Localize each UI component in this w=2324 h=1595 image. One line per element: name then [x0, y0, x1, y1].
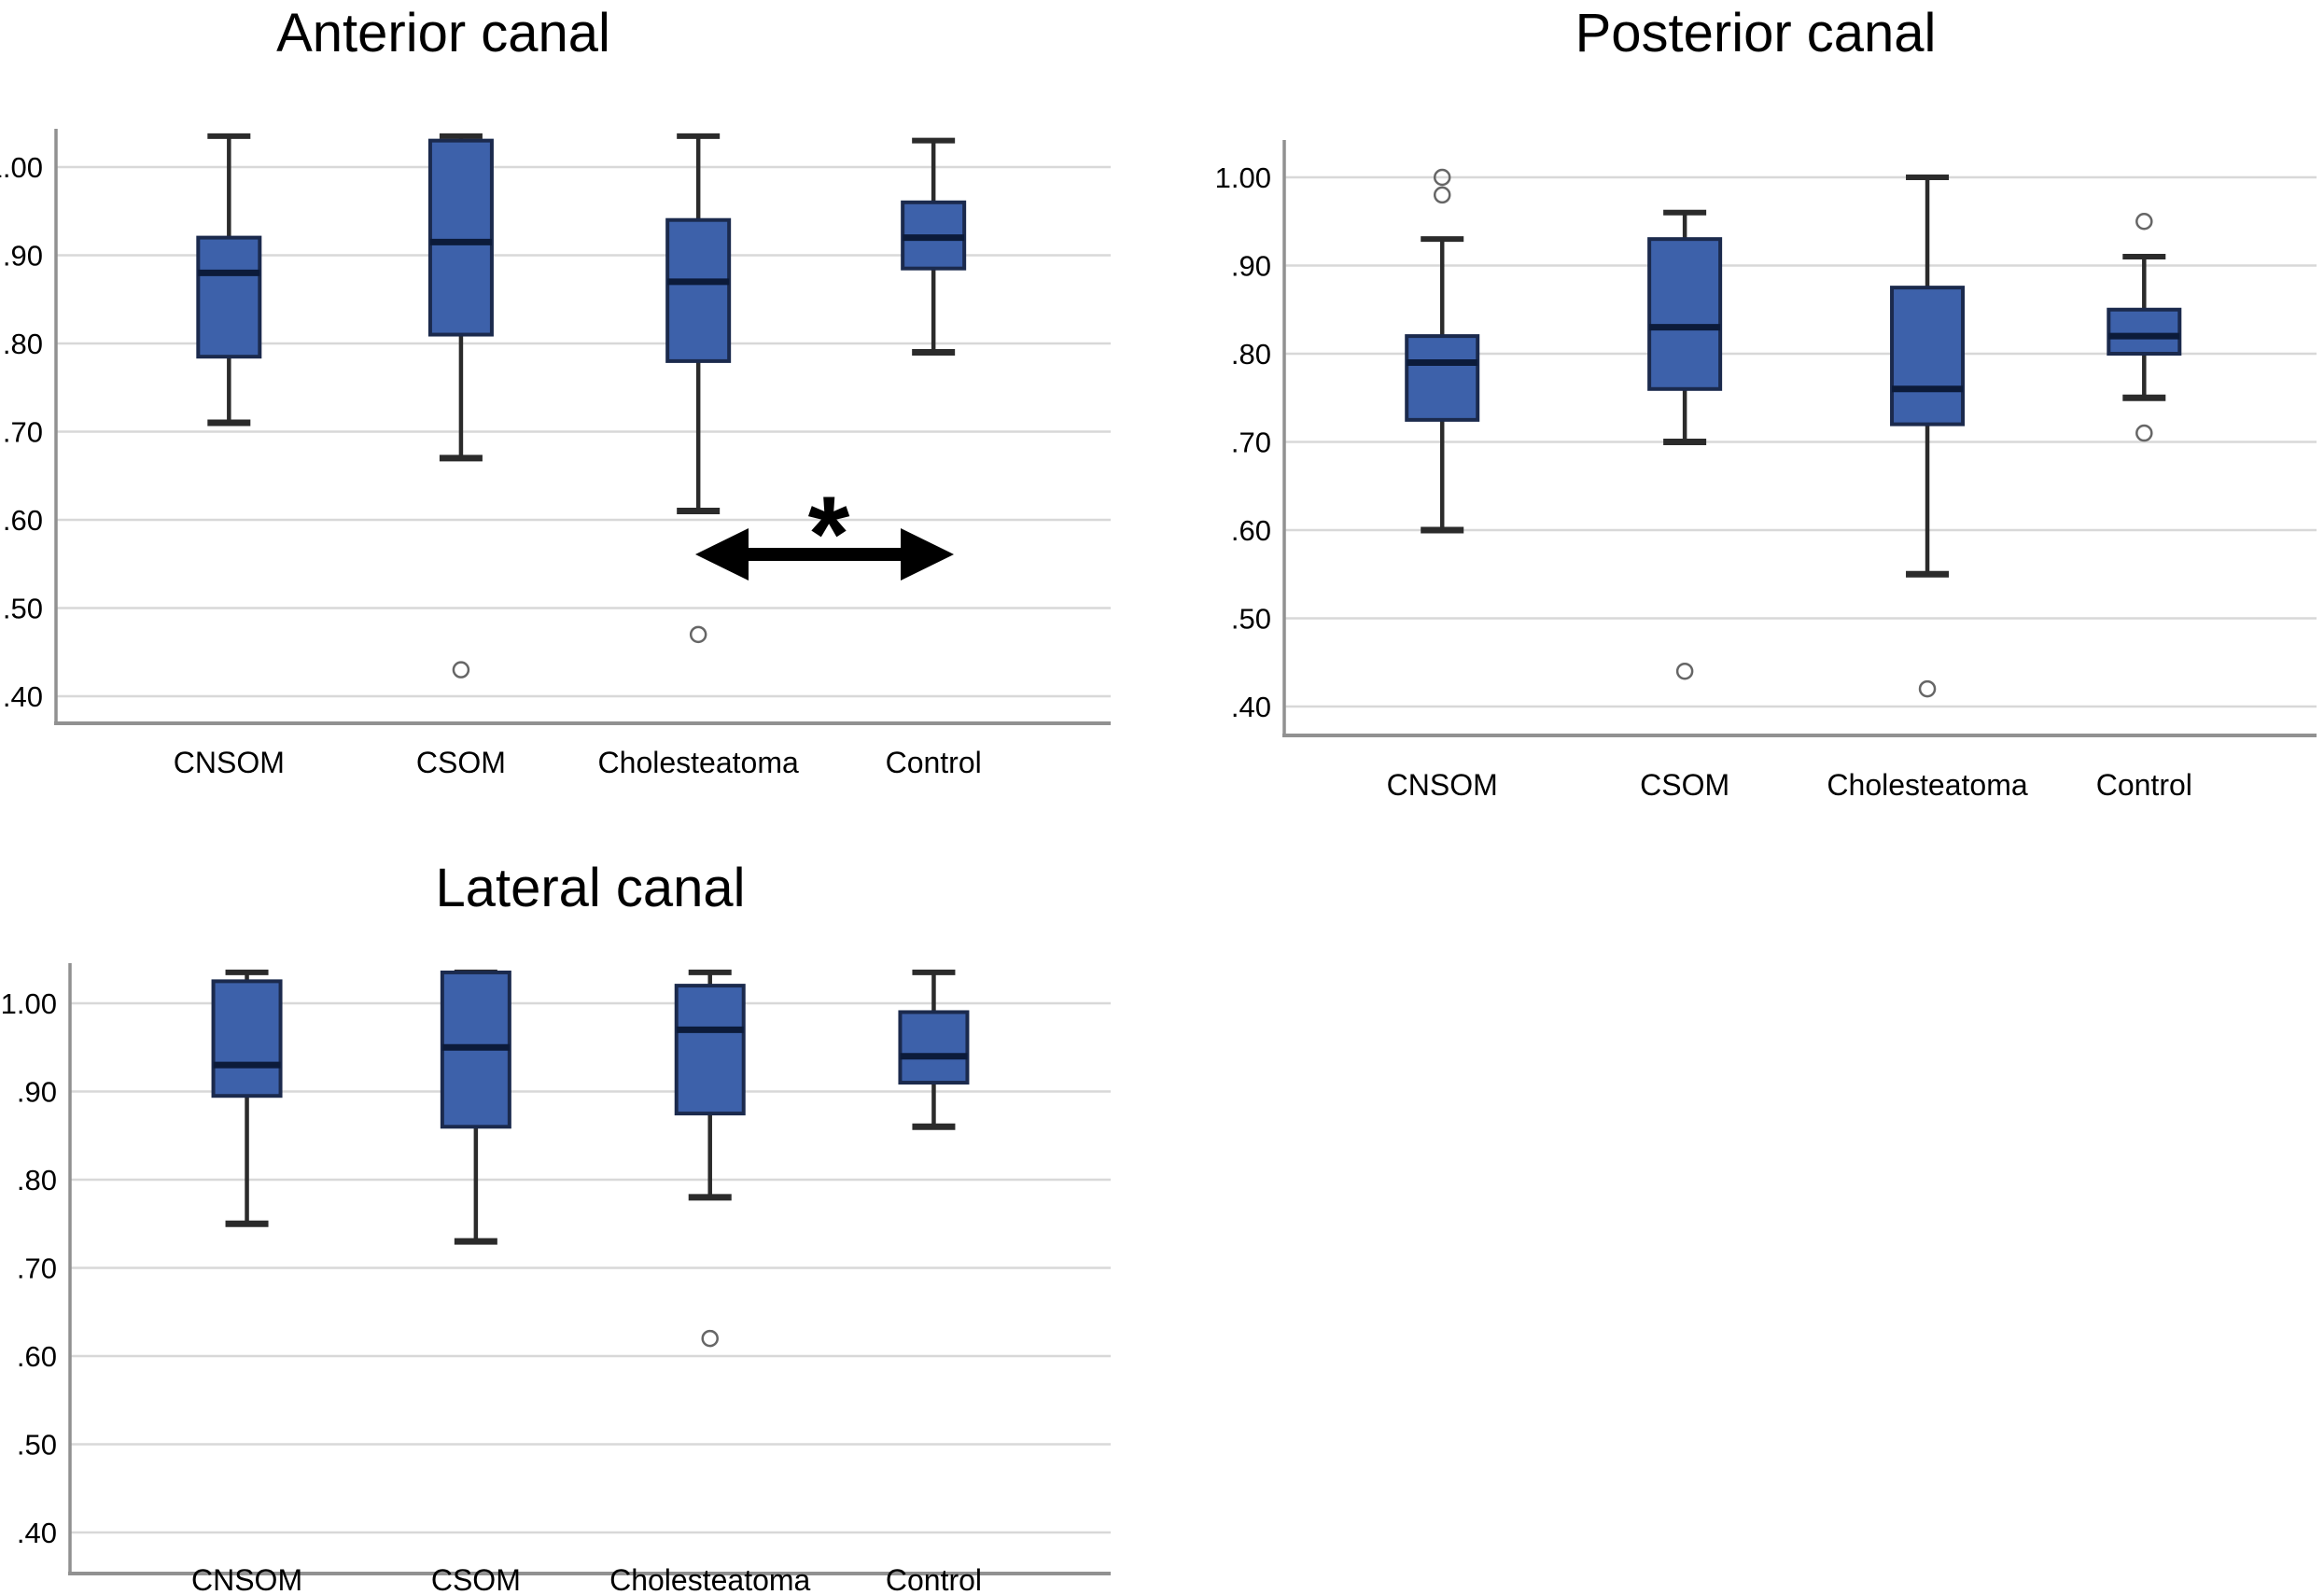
x-category-label: Control [886, 1563, 982, 1595]
outlier-point [1675, 662, 1694, 680]
iqr-box-csom [427, 138, 494, 337]
outlier-point [1433, 168, 1451, 187]
x-category-label: Cholesteatoma [609, 1563, 810, 1595]
y-tick-label: .60 [17, 1340, 57, 1373]
outlier-point [1918, 679, 1937, 698]
y-tick-label: .70 [3, 416, 43, 449]
outlier-point [2135, 213, 2153, 231]
x-category-label: CSOM [416, 746, 506, 779]
posterior-canal-title: Posterior canal [1575, 3, 1937, 63]
outlier-point [1433, 186, 1451, 204]
y-tick-label: 1.00 [1215, 161, 1271, 194]
x-category-label: Control [886, 746, 982, 779]
outlier-point [452, 661, 470, 679]
iqr-box-cholesteatoma [665, 217, 732, 363]
y-tick-label: .50 [1231, 603, 1271, 636]
x-category-label: CSOM [431, 1563, 521, 1595]
significance-asterisk: * [808, 475, 850, 595]
y-tick-label: .90 [17, 1076, 57, 1109]
y-tick-label: .70 [1231, 427, 1271, 459]
iqr-box-cholesteatoma [1890, 286, 1966, 427]
y-tick-label: .50 [3, 593, 43, 625]
iqr-box-control [2107, 307, 2182, 356]
outlier-point [2135, 424, 2153, 442]
lateral-canal-title: Lateral canal [435, 858, 746, 918]
iqr-box-cnsom [1405, 334, 1480, 422]
y-tick-label: 1.00 [0, 151, 43, 184]
x-category-label: Cholesteatoma [598, 746, 799, 779]
y-tick-label: .60 [1231, 514, 1271, 547]
y-tick-label: .60 [3, 504, 43, 537]
iqr-box-cnsom [211, 979, 283, 1098]
iqr-box-control [898, 1010, 970, 1085]
x-category-label: Control [2096, 768, 2192, 802]
y-tick-label: .40 [3, 680, 43, 713]
y-tick-label: .40 [1231, 691, 1271, 723]
y-tick-label: .80 [17, 1164, 57, 1196]
y-tick-label: .80 [1231, 338, 1271, 371]
x-category-label: CNSOM [191, 1563, 302, 1595]
y-tick-label: .70 [17, 1252, 57, 1285]
x-category-label: CNSOM [174, 746, 285, 779]
iqr-box-cnsom [196, 235, 262, 359]
y-tick-label: .90 [3, 240, 43, 273]
outlier-point [701, 1329, 719, 1348]
x-category-label: CSOM [1640, 768, 1729, 802]
iqr-box-cholesteatoma [674, 984, 746, 1116]
y-tick-label: .90 [1231, 250, 1271, 283]
outlier-point [689, 625, 707, 644]
x-category-label: CNSOM [1387, 768, 1498, 802]
anterior-canal-title: Anterior canal [276, 3, 610, 63]
y-tick-label: .80 [3, 328, 43, 360]
x-category-label: Cholesteatoma [1827, 768, 2027, 802]
y-tick-label: .40 [17, 1517, 57, 1549]
significance-arrow [695, 528, 954, 581]
y-tick-label: .50 [17, 1429, 57, 1462]
y-tick-label: 1.00 [1, 987, 57, 1020]
iqr-box-csom [1647, 237, 1723, 391]
